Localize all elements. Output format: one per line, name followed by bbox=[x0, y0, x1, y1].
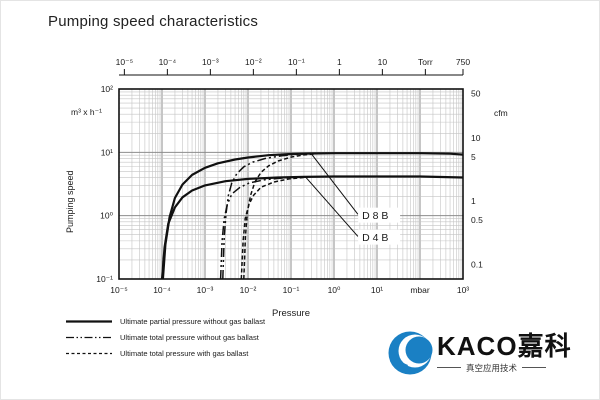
right-tick-label: 10 bbox=[471, 133, 481, 143]
curve-label-d8b: D 8 B bbox=[311, 153, 401, 223]
series-d8b-partial-without-ballast bbox=[161, 152, 464, 280]
right-tick-label: 0.5 bbox=[471, 215, 483, 225]
bottom-tick-label: mbar bbox=[410, 285, 430, 295]
legend-line-solid-icon bbox=[66, 320, 112, 323]
curve-label-d4b: D 4 B bbox=[305, 176, 401, 245]
logo-text-block: KACO嘉科 真空应用技术 bbox=[437, 333, 572, 374]
y-axis-right-ticks: 50 10 5 1 0.5 0.1 bbox=[471, 88, 483, 269]
plot-frame bbox=[118, 88, 464, 280]
x-axis-top-torr: 10⁻⁵ 10⁻⁴ 10⁻³ 10⁻² 10⁻¹ 1 10 Torr 750 bbox=[116, 57, 470, 76]
logo-name-latin: KACO bbox=[437, 330, 518, 361]
bottom-tick-label: 10⁻¹ bbox=[283, 285, 300, 295]
x-axis-bottom-ticks: 10⁻⁵ 10⁻⁴ 10⁻³ 10⁻² 10⁻¹ 10⁰ 10¹ mbar 10³ bbox=[110, 285, 469, 295]
top-tick-label: 750 bbox=[456, 57, 470, 67]
curve-label-text: D 8 B bbox=[362, 210, 388, 222]
page-title: Pumping speed characteristics bbox=[48, 13, 259, 30]
legend-label: Ultimate total pressure with gas ballast bbox=[120, 349, 249, 358]
right-tick-label: 5 bbox=[471, 152, 476, 162]
plot-grid bbox=[118, 88, 464, 280]
top-tick-label: 10⁻³ bbox=[202, 57, 219, 67]
bottom-tick-label: 10⁻⁴ bbox=[153, 285, 171, 295]
series-d4b-total-without-ballast bbox=[219, 176, 299, 280]
y-axis-title: Pumping speed bbox=[65, 170, 75, 233]
logo-subtitle: 真空应用技术 bbox=[437, 362, 572, 374]
legend-label: Ultimate partial pressure without gas ba… bbox=[120, 317, 266, 326]
chart-legend: Ultimate partial pressure without gas ba… bbox=[65, 316, 265, 359]
top-tick-label: 10⁻⁵ bbox=[116, 57, 133, 67]
bottom-tick-label: 10⁰ bbox=[328, 285, 341, 295]
legend-item-total-without-ballast: Ultimate total pressure without gas ball… bbox=[65, 332, 265, 343]
top-tick-label: Torr bbox=[418, 57, 433, 67]
logo-name-cn: 嘉科 bbox=[517, 330, 572, 361]
left-tick-label: 10¹ bbox=[101, 147, 113, 157]
legend-line-dashdot-icon bbox=[66, 336, 112, 339]
right-tick-label: 50 bbox=[471, 88, 481, 98]
legend-item-total-with-ballast: Ultimate total pressure with gas ballast bbox=[65, 348, 265, 359]
top-tick-label: 10⁻¹ bbox=[288, 57, 305, 67]
top-tick-label: 1 bbox=[337, 57, 342, 67]
bottom-tick-label: 10⁻³ bbox=[197, 285, 214, 295]
left-tick-label: 10⁻¹ bbox=[96, 274, 113, 284]
bottom-tick-label: 10¹ bbox=[371, 285, 383, 295]
logo-wordmark: KACO嘉科 bbox=[437, 333, 572, 359]
bottom-tick-label: 10⁻⁵ bbox=[110, 285, 127, 295]
top-tick-label: 10⁻² bbox=[245, 57, 262, 67]
bottom-tick-label: 10⁻² bbox=[240, 285, 257, 295]
curve-label-text: D 4 B bbox=[362, 232, 388, 244]
y-axis-unit-left: m³ x h⁻¹ bbox=[71, 107, 102, 117]
legend-label: Ultimate total pressure without gas ball… bbox=[120, 333, 259, 342]
y-axis-unit-right: cfm bbox=[494, 108, 508, 118]
left-tick-label: 10⁰ bbox=[100, 211, 113, 221]
right-tick-label: 0.1 bbox=[471, 259, 483, 269]
bottom-tick-label: 10³ bbox=[457, 285, 469, 295]
right-tick-label: 1 bbox=[471, 196, 476, 206]
logo-subtitle-text: 真空应用技术 bbox=[466, 362, 518, 373]
top-tick-label: 10⁻⁴ bbox=[159, 57, 177, 67]
kaco-globe-icon bbox=[388, 331, 433, 375]
series-d4b-total-with-ballast bbox=[240, 176, 304, 280]
legend-line-dashed-icon bbox=[66, 352, 112, 355]
y-axis-left-ticks: 10⁻¹ 10⁰ 10¹ 10² bbox=[96, 84, 113, 284]
legend-item-partial-without-ballast: Ultimate partial pressure without gas ba… bbox=[65, 316, 265, 327]
kaco-logo: KACO嘉科 真空应用技术 bbox=[387, 330, 572, 376]
top-tick-label: 10 bbox=[378, 57, 388, 67]
series-d8b-total-without-ballast bbox=[222, 152, 312, 280]
left-tick-label: 10² bbox=[101, 84, 113, 94]
x-axis-title: Pressure bbox=[271, 308, 310, 319]
